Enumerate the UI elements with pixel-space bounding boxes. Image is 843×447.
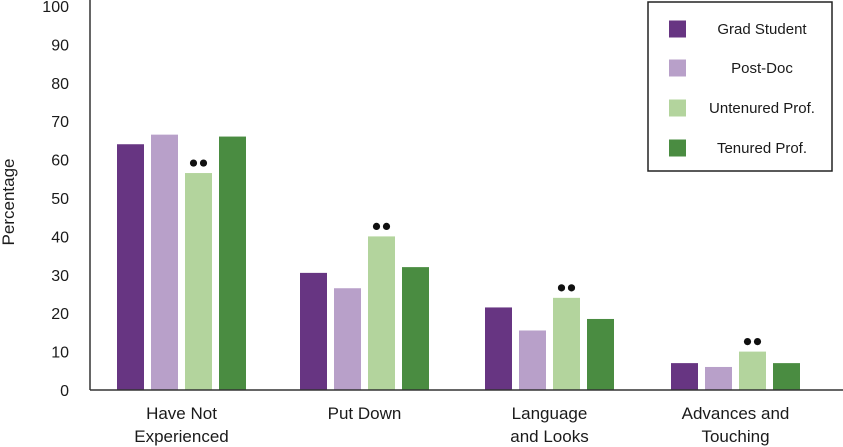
legend-item: Untenured Prof.: [669, 99, 815, 117]
bar: [773, 363, 800, 390]
marker-dot: [189, 159, 198, 167]
bars: [117, 134, 800, 390]
y-tick-label: 70: [51, 114, 69, 131]
x-tick-label: Language: [512, 404, 588, 423]
x-tick-label: Have Not: [146, 404, 217, 423]
x-tick-label: Put Down: [328, 404, 402, 423]
significance-marker: [557, 284, 576, 292]
x-tick-label: Touching: [701, 427, 769, 446]
marker-dot: [753, 338, 762, 346]
y-axis-title: Percentage: [0, 159, 18, 246]
legend-label: Post-Doc: [731, 60, 793, 77]
legend-swatch: [669, 139, 686, 157]
y-tick-label: 80: [51, 76, 69, 93]
y-tick-label: 0: [60, 383, 69, 400]
bar: [553, 297, 580, 390]
significance-marker: [743, 338, 762, 346]
marker-dot: [743, 338, 752, 346]
category-labels: Have Not Experienced Put Down Language and L…: [134, 404, 789, 446]
y-tick-label: 100: [42, 0, 69, 16]
bar: [219, 136, 246, 390]
marker-dot: [557, 284, 566, 292]
bar: [185, 173, 212, 390]
y-tick-label: 60: [51, 153, 69, 170]
x-tick-label: Advances and: [682, 404, 790, 423]
bar: [671, 363, 698, 390]
y-tick-label: 30: [51, 268, 69, 285]
legend-item: Tenured Prof.: [669, 139, 807, 157]
marker-dot: [567, 284, 576, 292]
legend-swatch: [669, 59, 686, 77]
x-tick-label: Experienced: [134, 427, 229, 446]
bar: [368, 236, 395, 390]
legend-swatch: [669, 99, 686, 117]
legend-label: Grad Student: [717, 21, 807, 38]
bar: [402, 267, 429, 390]
bar: [151, 134, 178, 390]
y-tick-label: 10: [51, 345, 69, 362]
y-tick-label: 90: [51, 37, 69, 54]
marker-dot: [382, 222, 391, 230]
bar: [117, 144, 144, 390]
significance-marker: [189, 159, 208, 167]
bar: [334, 288, 361, 390]
bar: [705, 366, 732, 390]
y-axis-ticks: 0 10 20 30 40 50 60 70 80 90 100: [42, 0, 69, 400]
bar: [300, 272, 327, 390]
x-tick-label: and Looks: [510, 427, 588, 446]
bar: [485, 307, 512, 390]
y-tick-label: 40: [51, 229, 69, 246]
bar: [587, 318, 614, 390]
bar: [739, 351, 766, 390]
legend-item: Post-Doc: [669, 59, 793, 77]
legend: Grad Student Post-Doc Untenured Prof. Tenur…: [647, 1, 833, 172]
legend-swatch: [669, 20, 686, 38]
legend-label: Tenured Prof.: [717, 140, 807, 157]
legend-label: Untenured Prof.: [709, 100, 815, 117]
legend-item: Grad Student: [669, 20, 807, 38]
significance-markers: [189, 159, 762, 346]
significance-marker: [372, 222, 391, 230]
bar: [519, 330, 546, 390]
marker-dot: [372, 222, 381, 230]
y-tick-label: 20: [51, 306, 69, 323]
marker-dot: [199, 159, 208, 167]
y-tick-label: 50: [51, 191, 69, 208]
